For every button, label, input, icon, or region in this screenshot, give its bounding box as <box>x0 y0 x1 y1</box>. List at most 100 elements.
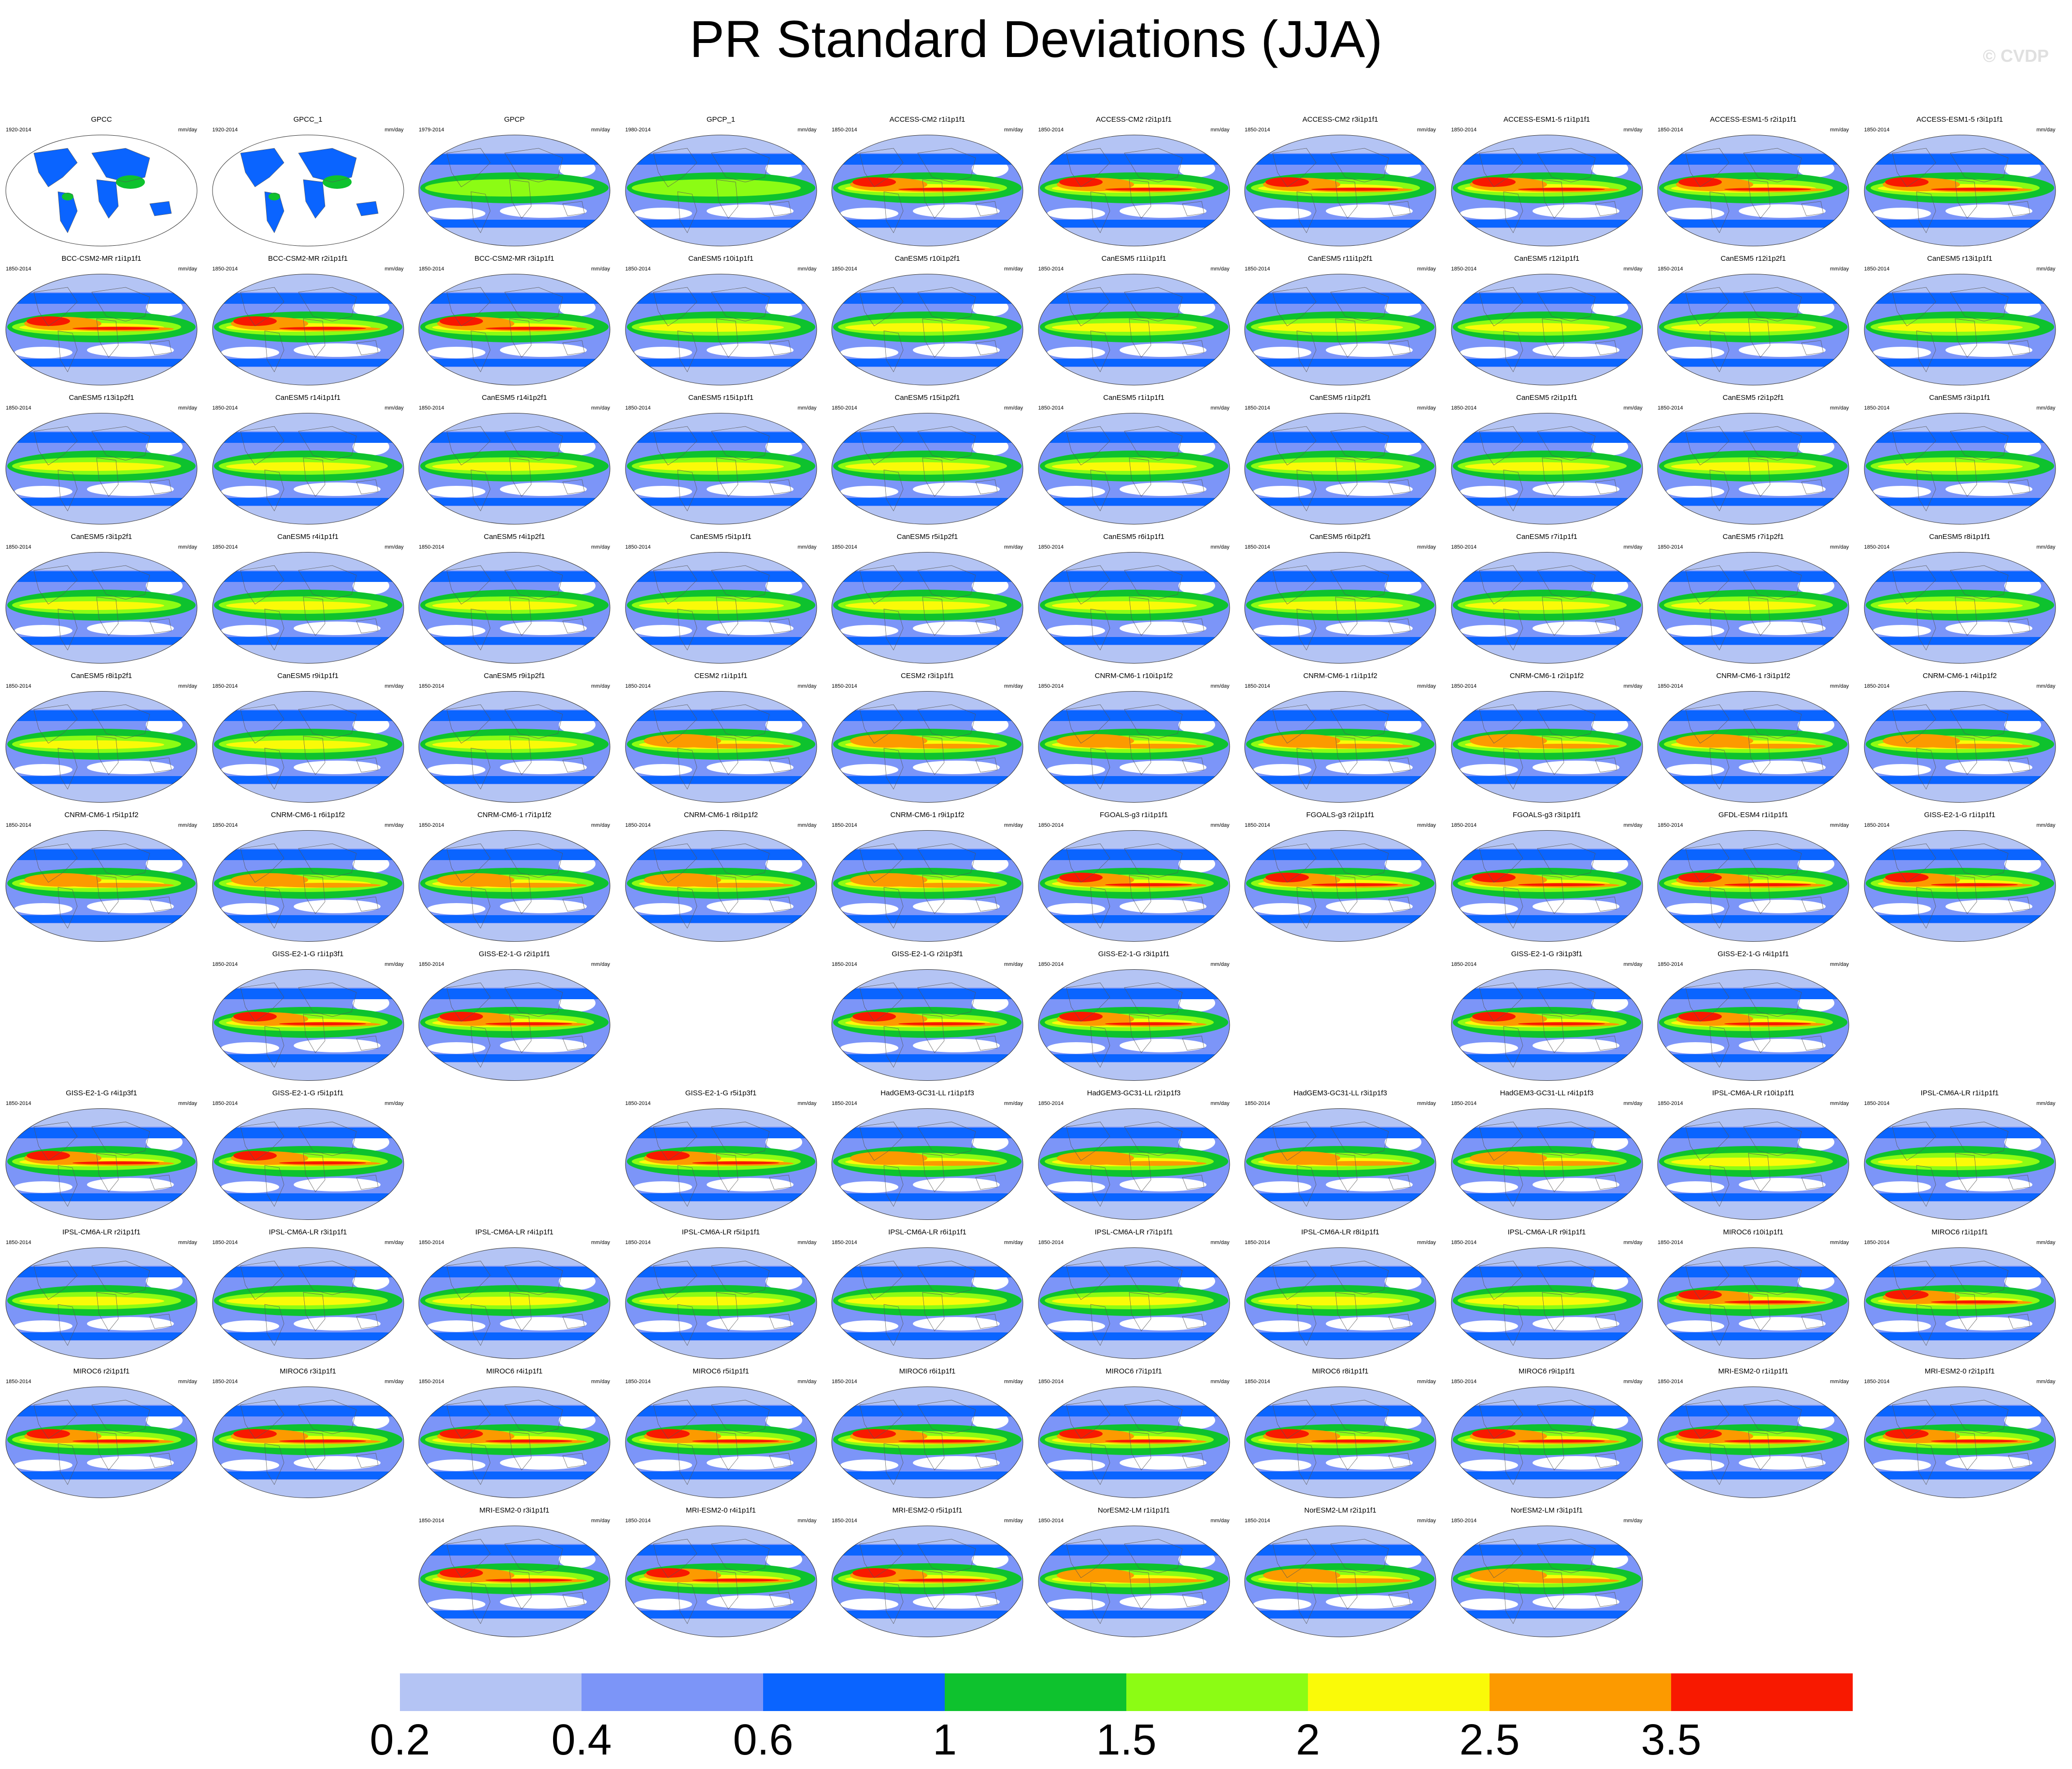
panel-units: mm/day <box>1830 405 1849 411</box>
map-field <box>1657 552 1849 664</box>
panel-years: 1850-2014 <box>212 822 238 828</box>
colorbar-swatch <box>218 1673 400 1711</box>
colorbar-swatch <box>582 1673 763 1711</box>
panel-years: 1979-2014 <box>419 127 444 133</box>
panel-years: 1850-2014 <box>1658 962 1683 967</box>
panel-title: MIROC6 r5i1p1f1 <box>693 1367 749 1375</box>
map-field <box>1657 274 1849 385</box>
map-field <box>1451 1526 1643 1637</box>
panel-units: mm/day <box>1417 127 1436 133</box>
panel-units: mm/day <box>1210 1379 1230 1385</box>
map-field <box>625 1526 817 1637</box>
panel-years: 1850-2014 <box>832 1379 857 1385</box>
panel-units: mm/day <box>1417 544 1436 550</box>
panel-years: 1850-2014 <box>1038 266 1064 272</box>
panel-units: mm/day <box>1830 1240 1849 1245</box>
map-panel: CanESM5 r10i1p2f1 1850-2014 mm/day <box>826 253 1029 389</box>
map-panel: CanESM5 r11i1p2f1 1850-2014 mm/day <box>1239 253 1442 389</box>
panel-years: 1850-2014 <box>1038 822 1064 828</box>
map-panel: FGOALS-g3 r2i1p1f1 1850-2014 mm/day <box>1239 809 1442 945</box>
panel-units: mm/day <box>1210 683 1230 689</box>
panel-units: mm/day <box>1210 962 1230 967</box>
panel-units: mm/day <box>1623 405 1643 411</box>
panel-title: GISS-E2-1-G r5i1p3f1 <box>685 1089 757 1097</box>
colorbar-swatch <box>1126 1673 1308 1711</box>
colorbar-swatch <box>1490 1673 1671 1711</box>
panel-years: 1850-2014 <box>1658 1101 1683 1106</box>
map-field <box>1864 135 2056 246</box>
panel-title: GPCP <box>504 115 525 124</box>
panel-units: mm/day <box>1004 266 1023 272</box>
map-panel: GISS-E2-1-G r3i1p1f1 1850-2014 mm/day <box>1033 948 1235 1084</box>
panel-title: GISS-E2-1-G r1i1p3f1 <box>272 950 344 958</box>
panel-title: CanESM5 r14i1p1f1 <box>275 394 341 402</box>
map-field <box>831 1108 1023 1220</box>
map-panel: CanESM5 r7i1p2f1 1850-2014 mm/day <box>1652 531 1855 667</box>
panel-title: CanESM5 r14i1p2f1 <box>482 394 547 402</box>
map-panel: BCC-CSM2-MR r3i1p1f1 1850-2014 mm/day <box>413 253 616 389</box>
map-panel: FGOALS-g3 r1i1p1f1 1850-2014 mm/day <box>1033 809 1235 945</box>
panel-title: GISS-E2-1-G r1i1p1f1 <box>1924 811 1996 819</box>
panel-title: BCC-CSM2-MR r1i1p1f1 <box>61 255 142 263</box>
panel-units: mm/day <box>384 544 404 550</box>
panel-title: MRI-ESM2-0 r4i1p1f1 <box>685 1506 756 1514</box>
panel-years: 1850-2014 <box>212 544 238 550</box>
panel-units: mm/day <box>178 127 197 133</box>
panel-title: GISS-E2-1-G r5i1p1f1 <box>272 1089 344 1097</box>
map-field <box>1864 1247 2056 1359</box>
map-field <box>212 552 404 664</box>
map-field <box>1038 135 1230 246</box>
panel-title: MIROC6 r10i1p1f1 <box>1723 1228 1784 1236</box>
panel-years: 1850-2014 <box>1451 962 1477 967</box>
panel-units: mm/day <box>1623 962 1643 967</box>
panel-units: mm/day <box>1830 1379 1849 1385</box>
colorbar-swatch <box>1671 1673 1853 1711</box>
map-field <box>1657 969 1849 1081</box>
map-field <box>831 691 1023 803</box>
map-panel: IPSL-CM6A-LR r5i1p1f1 1850-2014 mm/day <box>620 1226 823 1362</box>
map-field <box>1244 274 1436 385</box>
map-panel-grid: GPCC 1920-2014 mm/day GPCC_1 1920-2014 mm/day… <box>5 115 2061 1641</box>
panel-years: 1850-2014 <box>212 266 238 272</box>
map-panel: MRI-ESM2-0 r2i1p1f1 1850-2014 mm/day <box>1859 1365 2061 1501</box>
panel-units: mm/day <box>1417 1101 1436 1106</box>
panel-units: mm/day <box>2036 683 2056 689</box>
panel-years: 1850-2014 <box>1658 1240 1683 1245</box>
panel-units: mm/day <box>1210 1101 1230 1106</box>
panel-title: CanESM5 r8i1p1f1 <box>1929 533 1990 541</box>
panel-units: mm/day <box>1623 1101 1643 1106</box>
map-field <box>212 135 404 246</box>
map-field <box>831 1247 1023 1359</box>
panel-years: 1850-2014 <box>1864 266 1890 272</box>
map-field <box>1657 413 1849 524</box>
map-panel: CanESM5 r15i1p2f1 1850-2014 mm/day <box>826 392 1029 528</box>
panel-units: mm/day <box>1417 1240 1436 1245</box>
colorbar-swatch <box>945 1673 1126 1711</box>
map-panel: GISS-E2-1-G r2i1p3f1 1850-2014 mm/day <box>826 948 1029 1084</box>
panel-units: mm/day <box>384 1240 404 1245</box>
panel-title: ACCESS-CM2 r1i1p1f1 <box>889 115 965 124</box>
panel-title: ACCESS-ESM1-5 r1i1p1f1 <box>1503 115 1590 124</box>
panel-title: MIROC6 r1i1p1f1 <box>1931 1228 1988 1236</box>
colorbar-tick-label: 0.6 <box>733 1716 794 1764</box>
panel-years: 1850-2014 <box>1038 544 1064 550</box>
panel-years: 1850-2014 <box>1658 127 1683 133</box>
panel-years: 1850-2014 <box>212 1240 238 1245</box>
map-panel: MIROC6 r7i1p1f1 1850-2014 mm/day <box>1033 1365 1235 1501</box>
panel-units: mm/day <box>1623 1240 1643 1245</box>
map-field <box>1244 413 1436 524</box>
panel-units: mm/day <box>1417 266 1436 272</box>
panel-title: HadGEM3-GC31-LL r2i1p1f3 <box>1087 1089 1181 1097</box>
panel-units: mm/day <box>1623 266 1643 272</box>
panel-units: mm/day <box>1210 405 1230 411</box>
map-panel: MRI-ESM2-0 r5i1p1f1 1850-2014 mm/day <box>826 1504 1029 1641</box>
map-panel: CanESM5 r3i1p1f1 1850-2014 mm/day <box>1859 392 2061 528</box>
panel-years: 1850-2014 <box>419 962 444 967</box>
map-panel: IPSL-CM6A-LR r1i1p1f1 1850-2014 mm/day <box>1859 1087 2061 1223</box>
panel-title: BCC-CSM2-MR r2i1p1f1 <box>268 255 348 263</box>
map-panel: NorESM2-LM r1i1p1f1 1850-2014 mm/day <box>1033 1504 1235 1641</box>
panel-years: 1850-2014 <box>419 1379 444 1385</box>
map-panel: MIROC6 r8i1p1f1 1850-2014 mm/day <box>1239 1365 1442 1501</box>
panel-years: 1850-2014 <box>625 1101 651 1106</box>
panel-units: mm/day <box>797 683 817 689</box>
